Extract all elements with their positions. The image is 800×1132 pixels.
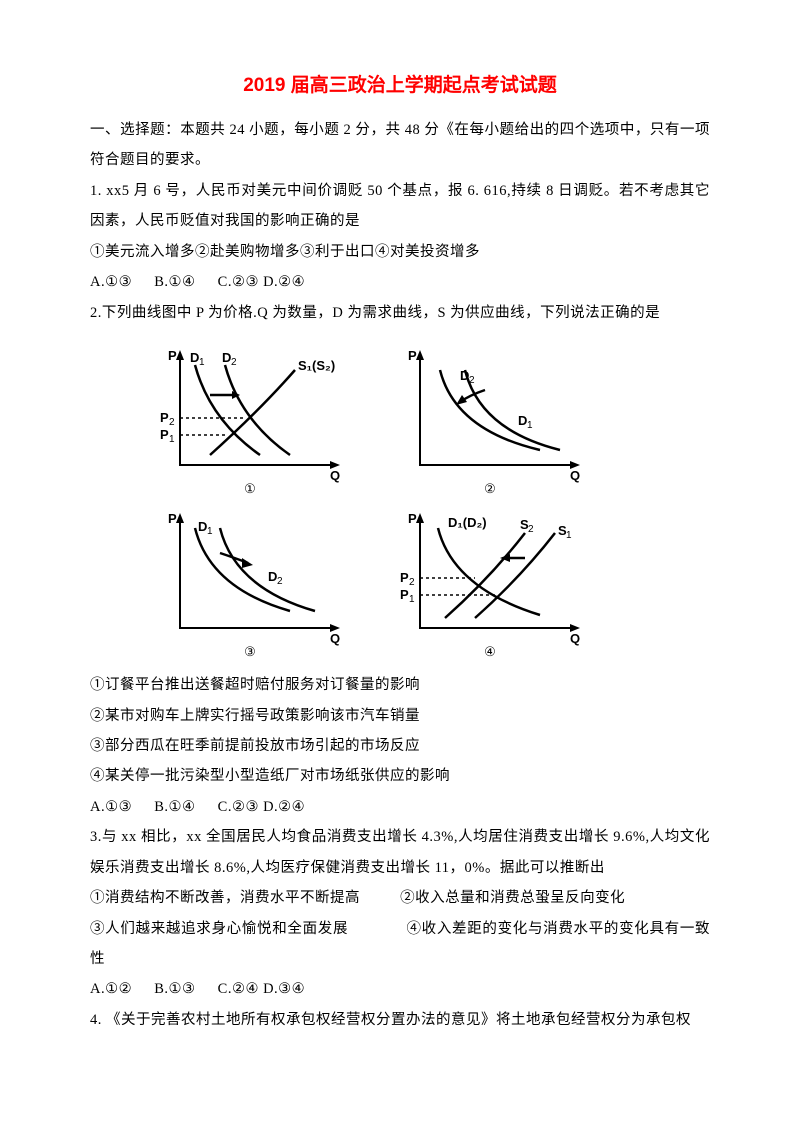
chart-2: P Q D2 D1 ② [390, 340, 590, 495]
svg-text:P: P [408, 348, 417, 363]
page-title: 2019 届高三政治上学期起点考试试题 [90, 70, 710, 97]
q3-opt2: ②收入总量和消费总蛩呈反向变化 [400, 890, 625, 906]
svg-text:Q: Q [330, 631, 340, 646]
question-3: 3.与 xx 相比，xx 全国居民人均食品消费支出增长 4.3%,人均居住消费支… [90, 822, 710, 883]
q2-opt4: ④某关停一批污染型小型造纸厂对市场纸张供应的影响 [90, 761, 710, 791]
chart-3: P Q D1 D2 ③ [150, 503, 350, 658]
section-intro: 一、选择题：本题共 24 小题，每小题 2 分，共 48 分《在每小题给出的四个… [90, 115, 710, 176]
question-1: 1. xx5 月 6 号，人民币对美元中间价调贬 50 个基点，报 6. 616… [90, 176, 710, 237]
choice-c: C.②④ D.③④ [218, 981, 306, 997]
chart-row-1: P Q D1 D2 S₁(S₂) P2 P1 ① [150, 340, 610, 495]
q2-opt2: ②某市对购车上牌实行摇号政策影响该市汽车销量 [90, 701, 710, 731]
q2-opt3: ③部分西瓜在旺季前提前投放市场引起的市场反应 [90, 731, 710, 761]
svg-text:D: D [460, 368, 469, 383]
svg-text:D: D [268, 569, 277, 584]
svg-text:1: 1 [199, 357, 205, 368]
q3-opt1: ①消费结构不断改善，消费水平不断提高 [90, 890, 360, 906]
question-4: 4. 《关于完善农村土地所有权承包权经营权分置办法的意见》将土地承包经营权分为承… [90, 1005, 710, 1035]
svg-text:1: 1 [207, 526, 213, 537]
choice-c: C.②③ D.②④ [218, 274, 306, 290]
question-2: 2.下列曲线图中 P 为价格.Q 为数量，D 为需求曲线，S 为供应曲线，下列说… [90, 298, 710, 328]
svg-text:2: 2 [231, 357, 237, 368]
chart-row-2: P Q D1 D2 ③ P Q D₁(D₂) [150, 503, 610, 658]
chart-1: P Q D1 D2 S₁(S₂) P2 P1 ① [150, 340, 350, 495]
axis-q-label: Q [330, 468, 340, 483]
q2-opt1: ①订餐平台推出送餐超时赔付服务对订餐量的影响 [90, 670, 710, 700]
q1-choices: A.①③ B.①④ C.②③ D.②④ [90, 267, 710, 297]
q3-opt3: ③人们越来越追求身心愉悦和全面发展 [90, 921, 348, 937]
svg-text:D: D [190, 350, 199, 365]
svg-text:P: P [160, 410, 169, 425]
choice-a: A.①③ [90, 274, 132, 290]
chart-4: P Q D₁(D₂) S2 S1 P2 P1 ④ [390, 503, 590, 658]
chart-3-num: ③ [244, 644, 256, 660]
svg-text:D: D [518, 413, 527, 428]
choice-c: C.②③ D.②④ [218, 799, 306, 815]
svg-text:P: P [168, 511, 177, 526]
choice-b: B.①③ [154, 981, 195, 997]
svg-text:P: P [160, 427, 169, 442]
svg-text:P: P [408, 511, 417, 526]
chart-1-num: ① [244, 481, 256, 497]
svg-text:2: 2 [169, 417, 175, 428]
svg-text:P: P [400, 587, 409, 602]
svg-text:Q: Q [570, 631, 580, 646]
svg-text:2: 2 [469, 375, 475, 386]
charts-container: P Q D1 D2 S₁(S₂) P2 P1 ① [150, 340, 610, 658]
chart-4-num: ④ [484, 644, 496, 660]
svg-text:D: D [198, 519, 207, 534]
svg-text:1: 1 [566, 530, 572, 541]
axis-p-label: P [168, 348, 177, 363]
svg-text:2: 2 [409, 577, 415, 588]
q3-choices: A.①② B.①③ C.②④ D.③④ [90, 974, 710, 1004]
svg-text:2: 2 [277, 576, 283, 587]
svg-text:2: 2 [528, 524, 534, 535]
chart-2-num: ② [484, 481, 496, 497]
svg-text:Q: Q [570, 468, 580, 483]
q3-line1: ①消费结构不断改善，消费水平不断提高 ②收入总量和消费总蛩呈反向变化 [90, 883, 710, 913]
choice-a: A.①③ [90, 799, 132, 815]
svg-text:D₁(D₂): D₁(D₂) [448, 515, 487, 530]
choice-b: B.①④ [154, 274, 195, 290]
svg-text:P: P [400, 570, 409, 585]
svg-text:1: 1 [527, 420, 533, 431]
svg-text:D: D [222, 350, 231, 365]
choice-a: A.①② [90, 981, 132, 997]
svg-text:1: 1 [169, 434, 175, 445]
q2-choices: A.①③ B.①④ C.②③ D.②④ [90, 792, 710, 822]
q1-options-list: ①美元流入增多②赴美购物增多③利于出口④对美投资增多 [90, 237, 710, 267]
svg-text:1: 1 [409, 594, 415, 605]
choice-b: B.①④ [154, 799, 195, 815]
svg-text:S₁(S₂): S₁(S₂) [298, 358, 335, 373]
q3-line2: ③人们越来越追求身心愉悦和全面发展 ④收入差距的变化与消费水平的变化具有一致性 [90, 914, 710, 975]
